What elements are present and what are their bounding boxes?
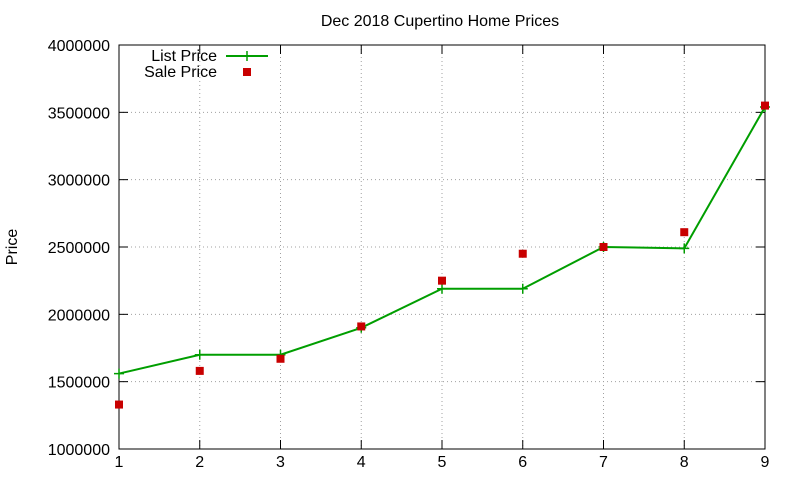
- x-tick-label: 5: [438, 454, 447, 471]
- x-tick-label: 6: [518, 454, 527, 471]
- x-tick-label: 4: [357, 454, 366, 471]
- y-axis-label: Price: [4, 229, 21, 266]
- x-tick-label: 9: [761, 454, 770, 471]
- y-tick-label: 4000000: [48, 38, 110, 55]
- legend: List Price Sale Price: [144, 48, 268, 81]
- y-tick-label: 3500000: [48, 105, 110, 122]
- legend-marker-sale-price: [243, 68, 251, 76]
- data-point-sale-price: [518, 249, 527, 258]
- legend-sample-list-price: [226, 51, 268, 61]
- grid: [119, 45, 765, 449]
- data-point-list-price: [194, 349, 205, 360]
- data-point-sale-price: [761, 101, 769, 110]
- data-point-sale-price: [357, 322, 366, 331]
- x-tick-label: 8: [680, 454, 689, 471]
- x-tick-label: 3: [276, 454, 285, 471]
- y-tick-label: 2000000: [48, 307, 110, 324]
- data-point-list-price: [437, 283, 447, 294]
- axis-ticks: 1 2 3 4 5 6 7 8 9 1000000 1500000 2000000 2500000 300…: [48, 38, 770, 471]
- data-point-sale-price: [115, 400, 123, 409]
- legend-label-sale-price: Sale Price: [144, 64, 217, 81]
- data-point-sale-price: [680, 228, 689, 237]
- data-point-sale-price: [195, 366, 204, 375]
- legend-label-list-price: List Price: [151, 48, 217, 65]
- x-tick-label: 2: [195, 454, 204, 471]
- y-tick-label: 1500000: [48, 375, 110, 392]
- x-tick-label: 7: [599, 454, 608, 471]
- data-point-sale-price: [276, 354, 285, 363]
- data-point-sale-price: [438, 276, 446, 285]
- data-point-list-price: [679, 243, 690, 254]
- legend-sample-sale-price: [243, 68, 251, 76]
- series: [114, 101, 770, 409]
- y-tick-label: 1000000: [48, 442, 110, 459]
- y-tick-label: 2500000: [48, 240, 110, 257]
- data-point-sale-price: [599, 243, 608, 251]
- data-point-list-price: [517, 283, 528, 294]
- x-tick-label: 1: [115, 454, 124, 471]
- chart-title: Dec 2018 Cupertino Home Prices: [321, 13, 559, 30]
- y-tick-label: 3000000: [48, 173, 110, 190]
- legend-marker-list-price: [242, 51, 252, 61]
- data-point-list-price: [114, 368, 124, 379]
